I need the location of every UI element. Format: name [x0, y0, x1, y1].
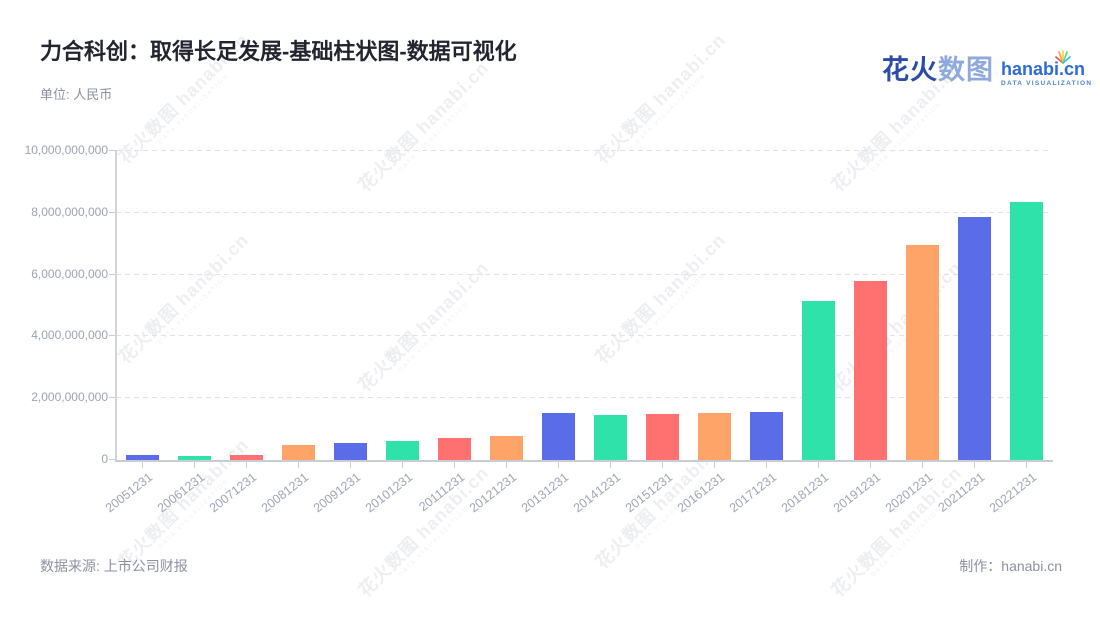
x-axis-label: 20181231 — [779, 470, 832, 516]
y-axis-tick — [109, 459, 115, 460]
gridline — [116, 150, 1052, 151]
y-axis-label: 6,000,000,000 — [31, 266, 108, 281]
gridline — [116, 335, 1052, 337]
bar[interactable] — [645, 414, 679, 460]
unit-label: 单位: 人民币 — [40, 87, 113, 102]
x-axis-tick — [870, 462, 871, 468]
bar[interactable] — [749, 412, 783, 460]
y-axis-label: 4,000,000,000 — [31, 328, 108, 343]
x-axis-tick — [298, 462, 299, 468]
brand-tagline: DATA VISUALIZATION — [1001, 80, 1093, 87]
y-axis-tick — [109, 273, 115, 275]
bar[interactable] — [177, 456, 211, 460]
gridline — [116, 211, 1052, 213]
bar[interactable] — [1009, 202, 1043, 460]
bar[interactable] — [541, 413, 575, 460]
x-axis-tick — [194, 462, 195, 468]
x-axis-label: 20151231 — [623, 470, 676, 516]
x-axis-tick — [402, 462, 403, 468]
x-axis-tick — [558, 462, 559, 468]
x-axis-label: 20071231 — [207, 470, 260, 516]
x-axis-label: 20131231 — [519, 470, 572, 516]
y-axis-line — [115, 150, 117, 460]
x-axis-label: 20101231 — [363, 470, 416, 516]
bar[interactable] — [905, 245, 939, 460]
bar[interactable] — [957, 217, 991, 460]
bar[interactable] — [125, 455, 159, 460]
x-axis-tick — [766, 462, 767, 468]
bar[interactable] — [853, 281, 887, 460]
data-source-label: 数据来源: 上市公司财报 — [40, 558, 188, 574]
x-axis-label: 20191231 — [831, 470, 884, 516]
x-axis-label: 20081231 — [259, 470, 312, 516]
x-axis-label: 20201231 — [883, 470, 936, 516]
x-axis-label: 20221231 — [987, 470, 1040, 516]
brand-cn-primary: 花火 — [882, 55, 938, 85]
y-axis-label: 10,000,000,000 — [24, 143, 108, 157]
x-axis-tick — [714, 462, 715, 468]
bar[interactable] — [437, 438, 471, 460]
sparkle-icon — [1055, 50, 1071, 64]
bar[interactable] — [489, 436, 523, 460]
gridline — [116, 273, 1052, 275]
x-axis-tick — [818, 462, 819, 468]
x-axis-tick — [246, 462, 247, 468]
x-axis-tick — [922, 462, 923, 468]
x-axis-label: 20141231 — [571, 470, 624, 516]
x-axis-label: 20171231 — [727, 470, 780, 516]
y-axis-tick — [109, 397, 115, 399]
y-axis-label: 8,000,000,000 — [31, 204, 108, 219]
x-axis-tick — [662, 462, 663, 468]
y-axis-tick — [109, 150, 115, 151]
y-axis-label: 0 — [101, 452, 108, 466]
x-axis-label: 20061231 — [155, 470, 208, 516]
x-axis-label: 20111231 — [416, 470, 468, 515]
bar[interactable] — [333, 443, 367, 460]
y-axis-tick — [109, 335, 115, 337]
page-title: 力合科创：取得长足发展-基础柱状图-数据可视化 — [40, 39, 517, 64]
brand-en-block: hanabi.cn DATA VISUALIZATION — [1001, 50, 1093, 87]
x-axis-tick — [142, 462, 143, 468]
x-axis-tick — [350, 462, 351, 468]
gridline — [116, 397, 1052, 399]
y-axis-label: 2,000,000,000 — [31, 390, 108, 405]
x-axis-line — [115, 460, 1053, 462]
bar[interactable] — [281, 445, 315, 460]
credit-label: 制作：hanabi.cn — [959, 558, 1062, 574]
x-axis-tick — [974, 462, 975, 468]
x-axis-label: 20051231 — [103, 470, 156, 516]
bar[interactable] — [385, 441, 419, 460]
bar[interactable] — [229, 455, 263, 460]
brand-en-text: hanabi.cn — [1001, 50, 1092, 79]
brand-cn-secondary: 数图 — [938, 55, 994, 85]
x-axis-tick — [610, 462, 611, 468]
x-axis-label: 20091231 — [311, 470, 364, 516]
bar[interactable] — [801, 301, 835, 460]
brand-logo: 花火 数图 hanabi.cn DATA VISUALIZATION — [882, 50, 1093, 87]
x-axis-tick — [506, 462, 507, 468]
x-axis-tick — [1026, 462, 1027, 468]
x-axis-label: 20121231 — [467, 470, 520, 516]
bar[interactable] — [697, 413, 731, 460]
x-axis-tick — [454, 462, 455, 468]
x-axis-label: 20161231 — [675, 470, 728, 516]
bar[interactable] — [593, 415, 627, 460]
y-axis-tick — [109, 211, 115, 213]
x-axis-label: 20211231 — [935, 470, 988, 515]
